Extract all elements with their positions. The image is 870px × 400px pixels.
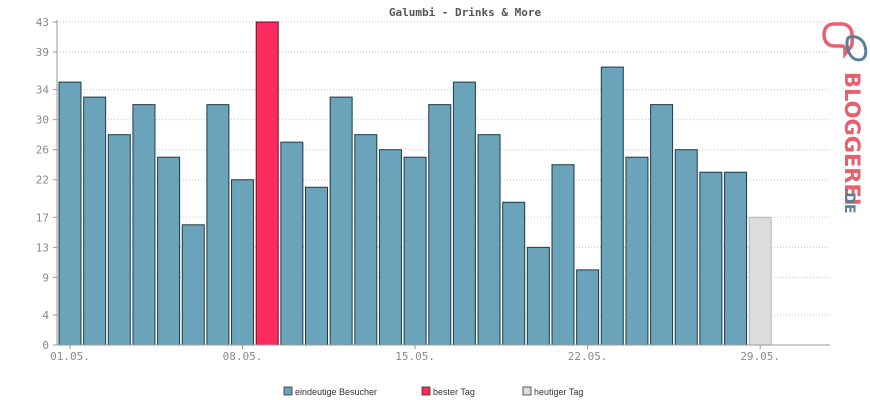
bar-day-1 <box>58 81 82 346</box>
y-axis-ticks: 0 4 9 13 17 22 26 30 34 39 43 <box>36 16 57 352</box>
x-tick-label: 08.05. <box>223 350 263 363</box>
y-tick-label: 39 <box>36 46 49 59</box>
bar-day-14 <box>378 149 402 346</box>
y-tick-label: 30 <box>36 114 49 127</box>
bar-day-8 <box>231 179 255 346</box>
legend-swatch <box>421 386 431 396</box>
x-tick-label: 22.05. <box>568 350 608 363</box>
bar-day-17 <box>452 81 476 346</box>
bar-day-20 <box>526 246 550 346</box>
bar-day-26 <box>674 149 698 346</box>
bar-day-21 <box>551 164 575 346</box>
bar-day-10 <box>280 141 304 346</box>
bar-day-7 <box>206 104 230 346</box>
chart-title: Galumbi - Drinks & More <box>389 6 542 19</box>
bar-day-19 <box>502 201 526 346</box>
logo-icon <box>822 22 868 62</box>
bars <box>58 21 772 346</box>
bar-day-29 <box>748 216 772 346</box>
legend-label: bester Tag <box>433 387 475 397</box>
bar-day-11 <box>305 186 328 346</box>
bar-day-15 <box>403 156 427 346</box>
legend-label: eindeutige Besucher <box>295 387 377 397</box>
logo-text: BLOGGEREI <box>840 72 864 206</box>
y-tick-label: 17 <box>36 211 49 224</box>
y-tick-label: 34 <box>36 84 50 97</box>
bar-day-25 <box>650 104 674 346</box>
legend-swatch <box>522 386 532 396</box>
bar-day-22 <box>576 269 600 346</box>
legend-label: heutiger Tag <box>534 387 583 397</box>
bar-day-5 <box>157 156 181 346</box>
bar-day-9 <box>255 21 279 346</box>
y-tick-label: 43 <box>36 16 49 29</box>
y-tick-label: 0 <box>42 339 49 352</box>
bar-day-6 <box>181 224 205 346</box>
x-tick-label: 01.05. <box>50 350 90 363</box>
y-tick-label: 9 <box>42 271 49 284</box>
bar-day-13 <box>354 134 378 346</box>
x-tick-label: 15.05. <box>395 350 435 363</box>
legend-swatch <box>283 386 293 396</box>
legend: eindeutige Besucher bester Tag heutiger Ta… <box>283 386 583 397</box>
bar-day-12 <box>329 96 353 346</box>
x-tick-label: 29.05. <box>740 350 780 363</box>
bloggerei-logo: BLOGGEREI .DE <box>822 22 868 214</box>
bar-day-3 <box>107 134 131 346</box>
bar-day-18 <box>477 134 501 346</box>
bar-day-28 <box>724 171 748 346</box>
y-tick-label: 4 <box>42 309 49 322</box>
bar-day-23 <box>600 66 624 346</box>
bar-day-2 <box>83 96 107 346</box>
axes <box>56 20 830 346</box>
bar-day-16 <box>428 104 452 346</box>
bar-day-24 <box>625 156 649 346</box>
bar-day-4 <box>132 104 156 346</box>
y-tick-label: 26 <box>36 144 49 157</box>
y-tick-label: 13 <box>36 241 49 254</box>
x-axis-ticks: 01.05. 08.05. 15.05. 22.05. 29.05. <box>50 345 780 363</box>
bar-day-27 <box>699 171 723 346</box>
y-tick-label: 22 <box>36 174 49 187</box>
logo-suffix: .DE <box>841 187 857 214</box>
